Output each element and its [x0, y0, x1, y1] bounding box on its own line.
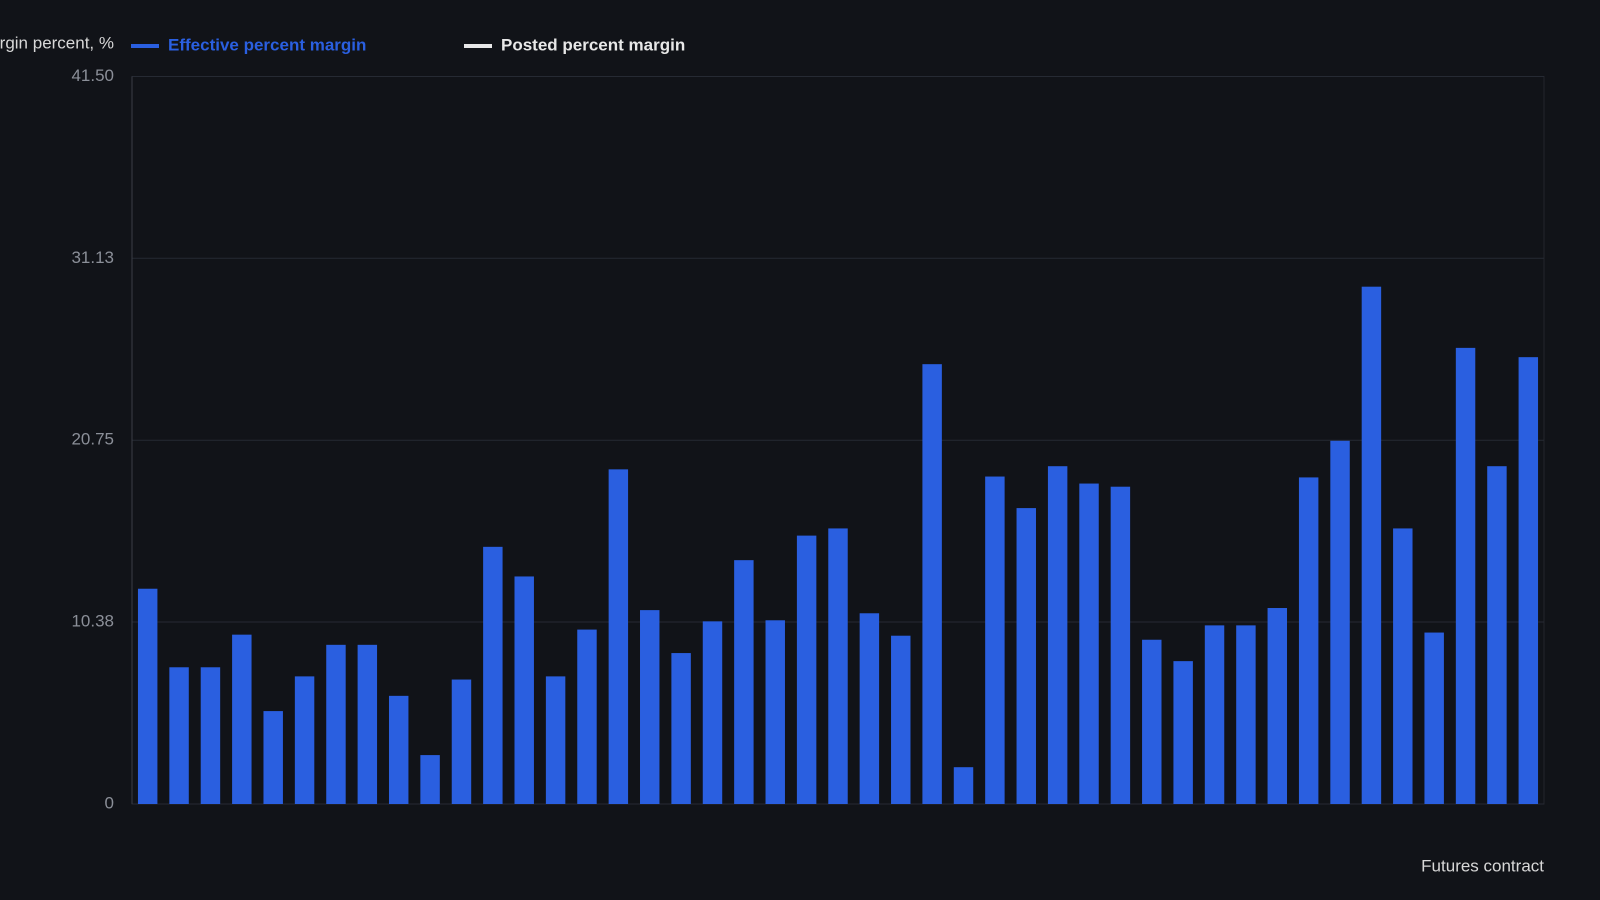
y-tick-label: 0 [105, 793, 114, 812]
bar [577, 629, 597, 804]
bar [1079, 483, 1099, 804]
bar [514, 576, 534, 804]
bar [796, 535, 817, 804]
bar [232, 634, 252, 804]
bar [1393, 528, 1413, 804]
bar [169, 667, 189, 804]
legend-label: Effective percent margin [168, 35, 366, 54]
bar [357, 644, 378, 804]
bar [294, 676, 315, 804]
bar [1047, 466, 1068, 804]
bar [263, 711, 283, 804]
bar [1110, 486, 1131, 804]
bar [640, 610, 660, 804]
bar [891, 635, 911, 804]
bar [734, 560, 754, 804]
bar [451, 679, 472, 804]
y-tick-label: 41.50 [71, 66, 114, 85]
y-tick-label: 20.75 [71, 430, 114, 449]
bar [545, 676, 566, 804]
bar [765, 620, 785, 804]
bar [326, 644, 346, 804]
bar [1173, 661, 1193, 804]
bar [1361, 286, 1382, 804]
bar [1298, 477, 1319, 804]
bar [608, 469, 629, 804]
bar [671, 653, 691, 804]
bar [1330, 440, 1350, 804]
bar [1016, 508, 1036, 804]
y-axis-title: Margin percent, % [0, 33, 114, 52]
bar [828, 528, 848, 804]
bar [200, 667, 221, 804]
bar [1518, 357, 1539, 804]
bar [953, 767, 974, 804]
y-tick-label: 10.38 [71, 612, 114, 631]
bar [1142, 639, 1162, 804]
bar [702, 621, 723, 804]
bar [859, 613, 880, 804]
bar [985, 476, 1005, 804]
bar [1424, 632, 1444, 804]
x-axis-title: Futures contract [1421, 856, 1544, 875]
bar [1455, 347, 1476, 804]
bar [922, 364, 942, 804]
bar [1487, 466, 1507, 804]
bar [1267, 608, 1288, 804]
bar [1204, 625, 1225, 804]
bar [1236, 625, 1256, 804]
bar [420, 755, 440, 804]
bar [388, 695, 409, 804]
legend-label: Posted percent margin [501, 35, 685, 54]
y-tick-label: 31.13 [71, 248, 114, 267]
bar [137, 588, 158, 804]
bar [483, 546, 503, 804]
